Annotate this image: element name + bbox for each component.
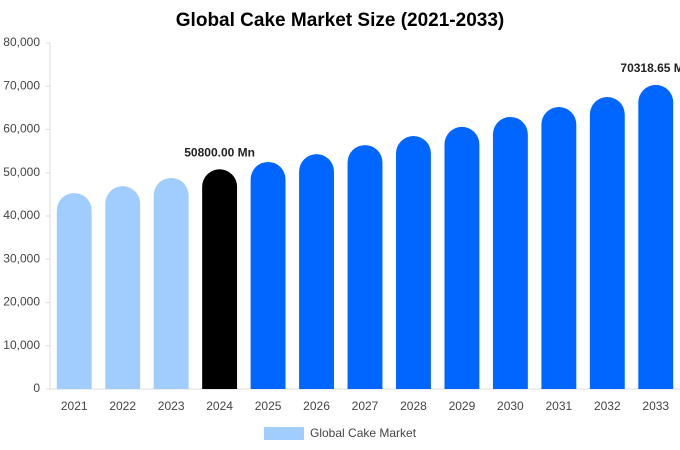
x-tick-label: 2022 xyxy=(109,399,136,413)
x-tick-label: 2024 xyxy=(206,399,233,413)
bar xyxy=(541,107,577,389)
legend-label: Global Cake Market xyxy=(310,426,417,440)
bar xyxy=(347,145,383,389)
x-tick-label: 2025 xyxy=(255,399,282,413)
x-tick-label: 2026 xyxy=(303,399,330,413)
x-tick-label: 2033 xyxy=(642,399,669,413)
value-label: 50800.00 Mn xyxy=(184,145,255,159)
chart-title: Global Cake Market Size (2021-2033) xyxy=(176,10,504,31)
x-tick-label: 2028 xyxy=(400,399,427,413)
y-tick-label: 20,000 xyxy=(3,295,40,309)
bar xyxy=(153,177,189,389)
y-tick-label: 30,000 xyxy=(3,251,40,265)
bar xyxy=(250,161,286,389)
y-tick-label: 0 xyxy=(33,381,40,395)
y-tick-label: 10,000 xyxy=(3,338,40,352)
bar xyxy=(105,186,141,389)
bar xyxy=(589,97,625,390)
legend-swatch xyxy=(264,427,304,440)
x-tick-label: 2031 xyxy=(545,399,572,413)
y-tick-label: 80,000 xyxy=(3,35,40,49)
x-tick-label: 2029 xyxy=(449,399,476,413)
y-tick-label: 50,000 xyxy=(3,165,40,179)
bar xyxy=(444,126,480,389)
value-label: 70318.65 Mn xyxy=(620,61,680,75)
x-tick-label: 2027 xyxy=(352,399,379,413)
bar xyxy=(492,116,528,389)
bar xyxy=(396,136,431,389)
bar xyxy=(638,84,674,389)
y-tick-label: 60,000 xyxy=(3,122,40,136)
y-tick-label: 40,000 xyxy=(3,208,40,222)
bar xyxy=(56,193,92,389)
x-tick-label: 2032 xyxy=(594,399,621,413)
y-tick-label: 70,000 xyxy=(3,78,40,92)
x-tick-label: 2030 xyxy=(497,399,524,413)
x-tick-label: 2021 xyxy=(61,399,88,413)
bar xyxy=(202,169,238,389)
bar xyxy=(299,154,334,389)
x-tick-label: 2023 xyxy=(158,399,185,413)
